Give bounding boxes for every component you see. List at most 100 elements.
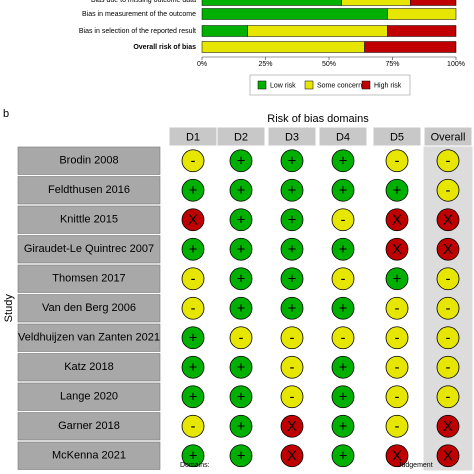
judgement-circle (385, 149, 409, 173)
judgement-symbol: + (237, 241, 246, 258)
judgement-circle (436, 414, 460, 438)
study-label: Thomsen 2017 (52, 273, 125, 285)
judgement-circle (280, 444, 304, 468)
judgement-symbol: - (446, 153, 451, 170)
category-label: Overall risk of bias (133, 44, 196, 51)
judgement-symbol: - (446, 359, 451, 376)
bar-segment (247, 25, 388, 37)
judgement-circle (229, 237, 253, 261)
judgement-symbol: X (287, 418, 297, 435)
judgement-circle (280, 355, 304, 379)
judgement-symbol: + (237, 359, 246, 376)
judgement-symbol: + (237, 389, 246, 406)
judgement-circle (181, 355, 205, 379)
judgement-circle (181, 267, 205, 291)
column-label: Overall (431, 131, 466, 143)
study-box (17, 323, 161, 352)
judgement-symbol: - (290, 359, 295, 376)
judgement-circle (280, 208, 304, 232)
y-axis-label: Study (3, 294, 15, 323)
column-header (318, 126, 368, 147)
judgement-circle (181, 237, 205, 261)
judgement-symbol: + (237, 153, 246, 170)
judgement-circle (385, 326, 409, 350)
judgement-symbol: + (288, 182, 297, 199)
judgement-symbol: + (237, 448, 246, 465)
bar-segment (201, 0, 342, 6)
study-label: Feldthusen 2016 (48, 184, 130, 196)
judgement-symbol: + (189, 389, 198, 406)
category-label: Bias in measurement of the outcome (82, 11, 196, 18)
study-box (17, 412, 161, 441)
x-tick-label: 50% (322, 61, 336, 68)
judgement-symbol: - (446, 389, 451, 406)
judgement-circle (331, 208, 355, 232)
judgement-circle (331, 296, 355, 320)
study-box (17, 382, 161, 411)
judgement-circle (436, 444, 460, 468)
judgement-circle (436, 296, 460, 320)
legend-label: High risk (374, 82, 402, 89)
x-tick-label: 75% (385, 61, 399, 68)
judgement-symbol: + (237, 182, 246, 199)
judgement-symbol: + (339, 418, 348, 435)
study-label: McKenna 2021 (52, 450, 126, 462)
judgement-circle (280, 385, 304, 409)
judgement-symbol: + (237, 418, 246, 435)
judgement-symbol: + (393, 271, 402, 288)
judgement-symbol: + (288, 212, 297, 229)
judgement-circle (385, 414, 409, 438)
legend-label: Low risk (270, 82, 296, 89)
column-header (216, 126, 266, 147)
judgement-symbol: + (189, 359, 198, 376)
judgement-circle (385, 237, 409, 261)
judgement-symbol: + (189, 182, 198, 199)
study-label: Van den Berg 2006 (42, 302, 136, 314)
study-label: Giraudet-Le Quintrec 2007 (24, 243, 154, 255)
judgement-circle (331, 149, 355, 173)
bar-segment (201, 8, 388, 20)
judgement-circle (229, 178, 253, 202)
judgement-circle (385, 385, 409, 409)
study-label: Knittle 2015 (60, 214, 118, 226)
judgement-symbol: + (189, 330, 198, 347)
judgement-circle (331, 267, 355, 291)
judgement-circle (181, 178, 205, 202)
judgement-symbol: - (395, 418, 400, 435)
judgement-circle (385, 296, 409, 320)
judgement-circle (280, 296, 304, 320)
judgement-circle (385, 267, 409, 291)
judgement-symbol: - (395, 153, 400, 170)
category-label: Bias in selection of the reported result (79, 28, 196, 35)
judgement-circle (385, 355, 409, 379)
judgement-symbol: - (395, 359, 400, 376)
judgement-circle (331, 355, 355, 379)
column-label: D3 (285, 131, 299, 143)
judgement-circle (280, 326, 304, 350)
judgement-circle (181, 414, 205, 438)
judgement-symbol: + (237, 271, 246, 288)
judgement-symbol: - (446, 330, 451, 347)
panel-label: b (3, 108, 9, 120)
judgement-symbol: + (339, 448, 348, 465)
judgement-symbol: - (395, 330, 400, 347)
judgement-circle (229, 296, 253, 320)
judgement-symbol: + (288, 300, 297, 317)
judgement-symbol: + (339, 389, 348, 406)
judgement-symbol: - (395, 389, 400, 406)
judgement-symbol: X (443, 212, 453, 229)
study-label: Brodin 2008 (59, 155, 118, 167)
judgement-circle (331, 444, 355, 468)
judgement-symbol: - (341, 212, 346, 229)
bar-segment (341, 0, 411, 6)
bar-segment (410, 0, 457, 6)
judgement-symbol: + (288, 271, 297, 288)
bar-segment (387, 8, 457, 20)
column-label: D1 (186, 131, 200, 143)
legend-swatch (304, 80, 314, 90)
x-tick-label: 0% (197, 61, 207, 68)
judgement-circle (229, 267, 253, 291)
judgement-circle (280, 267, 304, 291)
